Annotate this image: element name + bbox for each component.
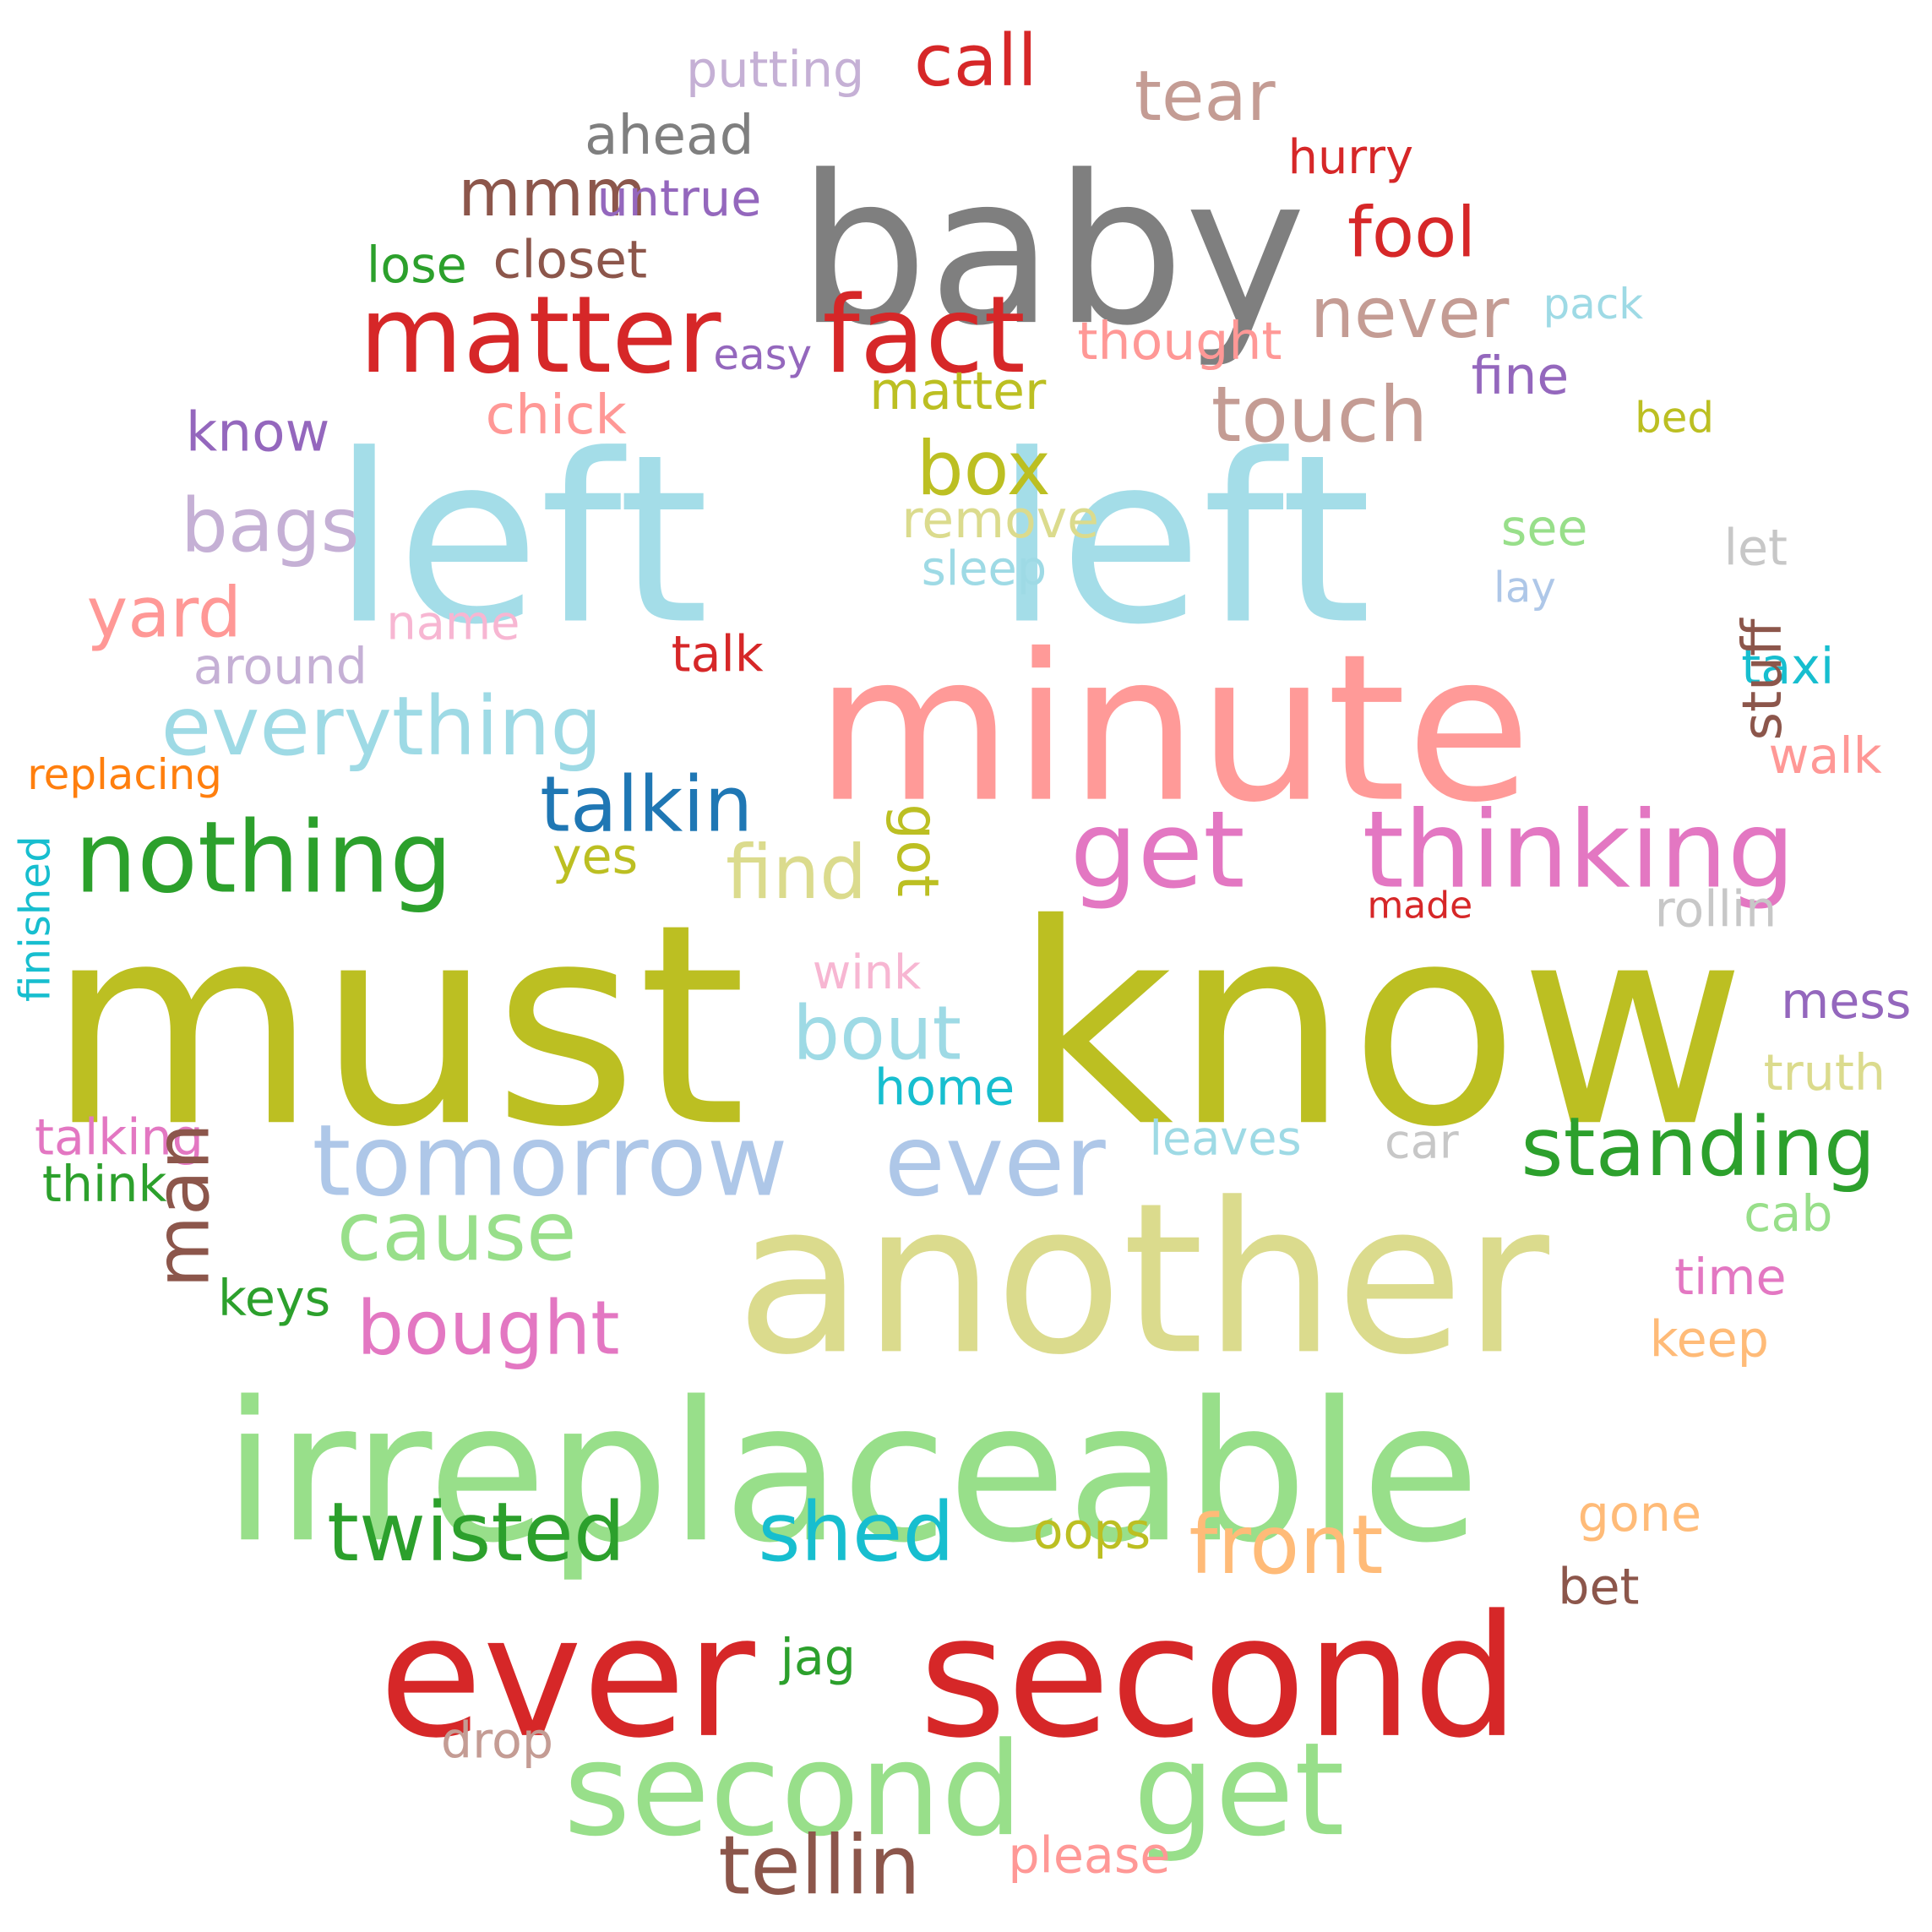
word-keys: keys xyxy=(218,1270,331,1328)
word-pack: pack xyxy=(1543,280,1644,330)
word-left-1: left xyxy=(331,405,710,677)
word-fact: fact xyxy=(822,273,1026,398)
word-talking: talking xyxy=(35,1109,204,1167)
word-bout: bout xyxy=(792,991,962,1078)
word-baby: baby xyxy=(797,132,1307,372)
word-get: get xyxy=(1133,1713,1345,1865)
word-find: find xyxy=(726,830,868,917)
word-taxi: taxi xyxy=(1741,639,1835,696)
word-remove: remove xyxy=(901,489,1100,551)
word-gone: gone xyxy=(1577,1485,1702,1543)
word-wink: wink xyxy=(812,945,922,1000)
word-tomorrow: tomorrow xyxy=(312,1102,788,1218)
word-thought: thought xyxy=(1077,311,1282,373)
word-must: must xyxy=(46,864,747,1189)
word-easy: easy xyxy=(713,331,813,381)
word-matter-2: matter xyxy=(869,360,1047,422)
word-oops: oops xyxy=(1032,1503,1151,1560)
word-name: name xyxy=(386,596,520,651)
word-got-vertical: got xyxy=(884,803,951,898)
word-nothing: nothing xyxy=(73,799,453,915)
word-minute: minute xyxy=(814,610,1532,847)
word-home: home xyxy=(873,1059,1015,1118)
word-box: box xyxy=(916,426,1051,514)
word-stuff-vertical: stuff xyxy=(1731,618,1795,741)
word-bought: bought xyxy=(356,1286,620,1373)
word-know: know xyxy=(1013,864,1746,1189)
word-time: time xyxy=(1674,1249,1787,1307)
word-matter: matter xyxy=(359,273,721,398)
word-car: car xyxy=(1384,1114,1459,1170)
word-ever-2: ever xyxy=(884,1102,1106,1218)
word-standing: standing xyxy=(1521,1099,1876,1195)
word-lose: lose xyxy=(366,237,467,295)
word-bags: bags xyxy=(181,483,360,570)
word-please: please xyxy=(1008,1827,1171,1885)
word-second-2: second xyxy=(563,1713,1023,1865)
word-leaves: leaves xyxy=(1149,1111,1302,1167)
word-irreplaceable: irreplaceable xyxy=(222,1360,1480,1586)
word-cause: cause xyxy=(336,1183,577,1279)
word-see: see xyxy=(1500,499,1588,558)
word-walk: walk xyxy=(1768,727,1882,786)
word-untrue: untrue xyxy=(596,171,762,228)
word-talk: talk xyxy=(671,626,764,683)
word-call: call xyxy=(913,18,1038,103)
word-another: another xyxy=(735,1157,1549,1401)
word-tear: tear xyxy=(1134,57,1276,139)
word-putting: putting xyxy=(686,41,865,100)
word-man-vertical: man xyxy=(139,1123,227,1288)
word-twisted: twisted xyxy=(327,1484,626,1580)
word-replacing: replacing xyxy=(27,751,222,801)
word-rollin: rollin xyxy=(1654,881,1777,939)
word-think: think xyxy=(41,1156,167,1214)
word-never: never xyxy=(1310,274,1510,355)
word-drop: drop xyxy=(440,1712,554,1770)
word-mess: mess xyxy=(1781,973,1912,1031)
word-ahead: ahead xyxy=(584,103,754,167)
word-let: let xyxy=(1723,520,1788,577)
word-fool: fool xyxy=(1347,193,1477,275)
word-get-2: get xyxy=(1069,788,1245,913)
word-lay: lay xyxy=(1493,563,1556,614)
word-tellin: tellin xyxy=(718,1817,921,1913)
word-ever: ever xyxy=(378,1580,755,1777)
word-shed: shed xyxy=(758,1484,955,1580)
word-know-2: know xyxy=(185,400,330,465)
word-talkin: talkin xyxy=(540,759,754,850)
word-closet: closet xyxy=(493,229,648,291)
word-sleep: sleep xyxy=(921,542,1048,596)
word-keep: keep xyxy=(1649,1311,1769,1369)
word-mmm: mmm xyxy=(458,157,647,232)
word-second: second xyxy=(918,1580,1520,1777)
word-fine: fine xyxy=(1471,346,1570,407)
word-front: front xyxy=(1189,1496,1384,1592)
word-bed: bed xyxy=(1635,394,1715,444)
word-jag: jag xyxy=(780,1629,857,1687)
word-left-2: left xyxy=(994,405,1372,677)
word-everything: everything xyxy=(161,678,602,774)
word-yard: yard xyxy=(86,574,242,655)
word-thinking: thinking xyxy=(1362,788,1795,913)
word-bet: bet xyxy=(1558,1559,1640,1616)
word-made: made xyxy=(1367,884,1473,928)
word-truth: truth xyxy=(1763,1045,1886,1102)
word-chick: chick xyxy=(485,384,627,447)
word-cab: cab xyxy=(1744,1186,1833,1244)
word-around: around xyxy=(193,639,367,696)
word-touch: touch xyxy=(1211,368,1429,460)
word-hurry: hurry xyxy=(1287,130,1414,185)
word-finished-vertical: finished xyxy=(11,835,61,1003)
word-yes: yes xyxy=(552,828,639,885)
